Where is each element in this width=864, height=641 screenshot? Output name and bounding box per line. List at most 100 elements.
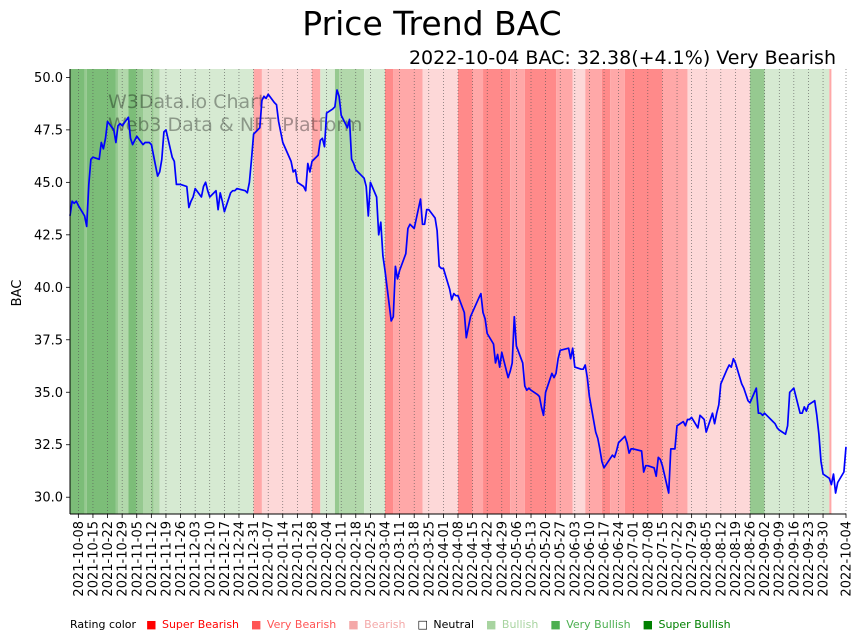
x-tick-label: 2021-11-26 [174,521,189,597]
legend-item: ■ Super Bearish [146,618,241,631]
y-tick-label: 45.0 [34,176,63,191]
rating-band-very-bullish [84,69,87,514]
rating-band-very-bearish [524,69,557,514]
x-tick-label: 2021-11-19 [159,521,174,597]
x-tick-label: 2022-05-27 [554,521,569,597]
x-tick-label: 2022-07-22 [671,521,686,597]
legend-item-label: Neutral [429,618,475,631]
x-tick-label: 2022-02-25 [364,521,379,597]
x-tick-label: 2021-12-03 [189,521,204,597]
vertical-gridlines [78,69,847,514]
legend-item-label: Bullish [498,618,539,631]
x-tick-label: 2022-04-08 [452,521,467,597]
chart-subtitle: 2022-10-04 BAC: 32.38(+4.1%) Very Bearis… [408,47,836,69]
x-tick-label: 2022-06-03 [568,521,583,597]
x-tick-label: 2022-02-11 [335,521,350,597]
legend-item-label: Bearish [360,618,406,631]
x-tick-label: 2022-05-06 [510,521,525,597]
x-tick-label: 2022-01-28 [305,521,320,597]
rating-band-neutral-green [364,69,385,514]
rating-band-super-bullish [70,69,85,514]
x-tick-label: 2021-10-08 [72,521,87,597]
price-series [69,89,847,494]
legend-item: ■ Bullish [486,618,540,631]
legend-marker-icon: ■ [251,618,262,631]
rating-band-very-bearish [384,69,394,514]
rating-band-neutral-red [261,69,312,514]
legend-item: □ Neutral [418,618,477,631]
x-tick-label: 2022-03-18 [408,521,423,597]
x-tick-label: 2022-06-17 [598,521,613,597]
x-tick-label: 2022-01-14 [276,521,291,597]
rating-band-neutral-green [320,69,335,514]
watermark-line-1: W3Data.io Chart [108,91,265,113]
legend-item: ■ Very Bearish [251,618,338,631]
rating-band-bearish [510,69,525,514]
rating-band-bearish [472,69,484,514]
rating-band-bearish [610,69,625,514]
rating-band-bearish [253,69,262,514]
y-tick-label: 35.0 [34,386,63,401]
rating-band-bearish [556,69,573,514]
x-tick-label: 2022-03-11 [393,521,408,597]
rating-background [70,69,832,514]
x-tick-label: 2021-12-10 [203,521,218,597]
x-tick-label: 2022-09-16 [787,521,802,597]
legend-item-label: Super Bearish [158,618,240,631]
legend-marker-icon: ■ [486,618,497,631]
legend-label: Rating color [70,618,137,631]
x-tick-label: 2022-06-10 [583,521,598,597]
x-tick-label: 2022-08-05 [700,521,715,597]
x-tick-label: 2022-07-01 [627,521,642,597]
x-tick-label: 2022-10-04 [840,521,855,597]
x-tick-label: 2022-02-18 [349,521,364,597]
y-tick-label: 50.0 [34,71,63,86]
x-tick-label: 2022-06-24 [612,521,627,597]
rating-band-very-bearish [624,69,663,514]
x-tick-label: 2021-12-31 [247,521,262,597]
rating-band-bearish [393,69,423,514]
price-line [69,89,847,494]
rating-band-bullish [153,69,160,514]
y-tick-label: 32.5 [34,438,63,453]
rating-band-bullish [143,69,152,514]
x-tick-label: 2022-04-29 [495,521,510,597]
x-tick-label: 2022-08-19 [729,521,744,597]
rating-band-bearish [829,69,832,514]
rating-band-very-bullish [334,69,340,514]
y-tick-label: 30.0 [34,491,63,506]
watermark-line-2: Web3 Data & NFT Platform [108,114,362,136]
rating-band-very-bullish [750,69,765,514]
x-tick-label: 2021-12-17 [218,521,233,597]
x-tick-label: 2022-04-01 [437,521,452,597]
x-tick-label: 2022-09-23 [802,521,817,597]
x-tick-label: 2022-05-20 [539,521,554,597]
x-tick-label: 2022-08-12 [714,521,729,597]
rating-band-bullish [339,69,365,514]
rating-band-neutral-green [159,69,254,514]
rating-band-bullish [117,69,129,514]
rating-band-super-bullish [128,69,137,514]
rating-band-bearish [311,69,321,514]
legend-marker-icon: ■ [550,618,561,631]
x-tick-label: 2022-03-04 [378,521,393,597]
x-tick-label: 2022-01-07 [262,521,277,597]
legend-item-label: Very Bullish [562,618,631,631]
rating-band-very-bearish [601,69,611,514]
x-tick-label: 2021-11-12 [145,521,160,597]
x-tick-label: 2022-09-02 [758,521,773,597]
rating-legend: Rating color ■ Super Bearish ■ Very Bearis… [70,618,743,631]
rating-band-very-bullish [151,69,154,514]
legend-marker-icon: ■ [348,618,359,631]
legend-marker-icon: ■ [642,618,653,631]
legend-item: ■ Very Bullish [550,618,632,631]
rating-band-very-bearish [458,69,473,514]
legend-item-label: Very Bearish [263,618,337,631]
rating-band-very-bearish [483,69,511,514]
x-tick-label: 2021-11-05 [130,521,145,597]
legend-marker-icon: ■ [146,618,157,631]
y-axis-label: BAC [10,280,25,307]
rating-band-neutral-red [422,69,458,514]
x-tick-label: 2021-10-22 [101,521,116,597]
y-tick-label: 37.5 [34,333,63,348]
